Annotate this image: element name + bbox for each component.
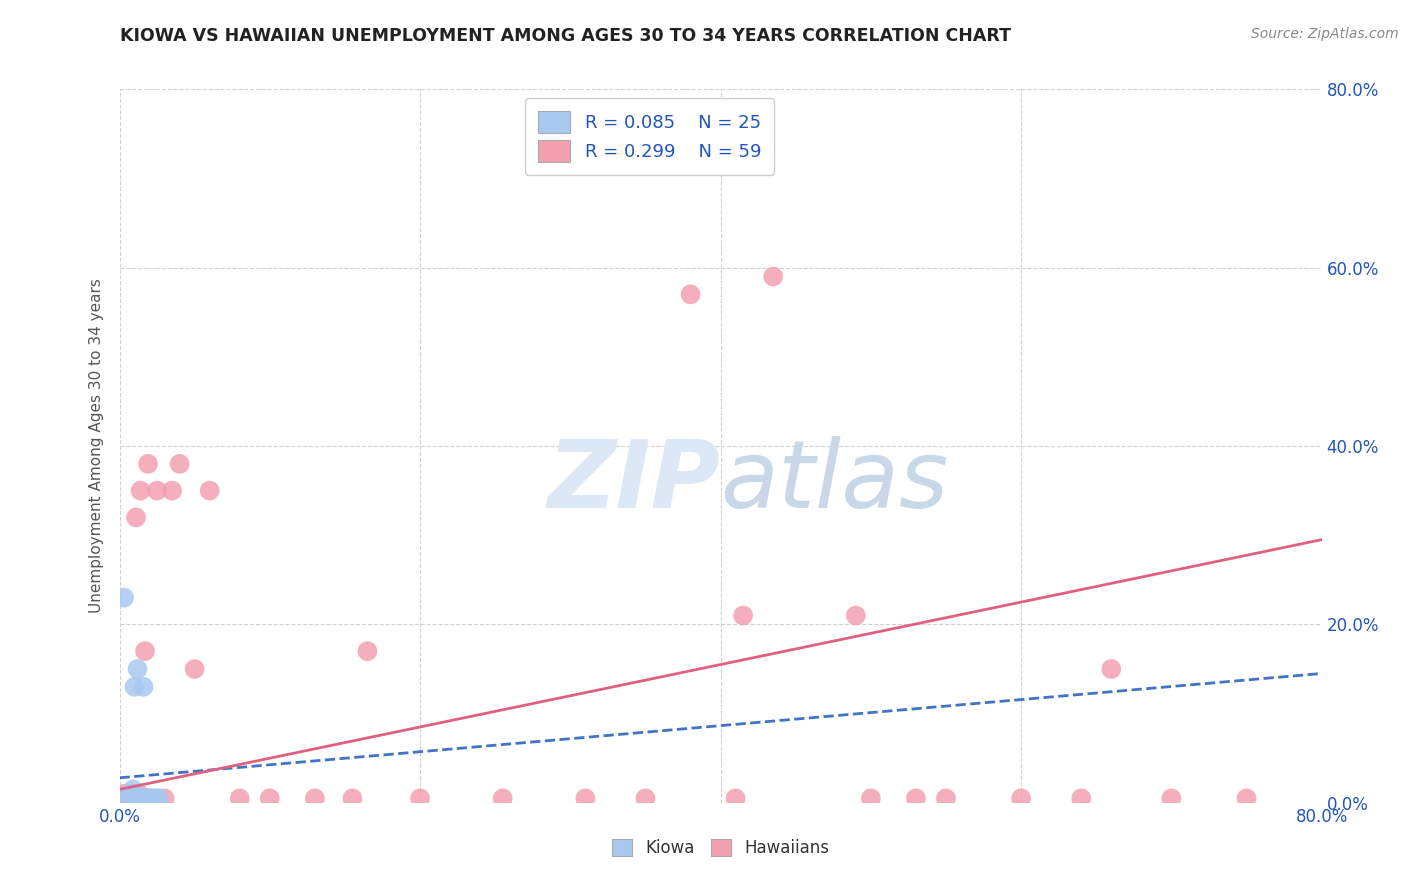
Point xyxy=(127,791,149,805)
Point xyxy=(124,787,146,801)
Point xyxy=(122,791,145,805)
Point xyxy=(142,791,165,805)
Point xyxy=(121,787,143,801)
Point xyxy=(132,680,155,694)
Point xyxy=(304,791,326,805)
Point xyxy=(128,791,150,805)
Text: atlas: atlas xyxy=(720,436,949,527)
Point xyxy=(148,791,170,805)
Point xyxy=(1010,791,1032,805)
Point xyxy=(160,483,183,498)
Point xyxy=(128,791,150,805)
Point xyxy=(124,791,146,805)
Point xyxy=(1236,791,1258,805)
Y-axis label: Unemployment Among Ages 30 to 34 years: Unemployment Among Ages 30 to 34 years xyxy=(89,278,104,614)
Point xyxy=(127,662,149,676)
Point xyxy=(198,483,221,498)
Point xyxy=(228,791,252,805)
Point xyxy=(146,483,169,498)
Point xyxy=(134,644,156,658)
Point xyxy=(118,787,141,801)
Point xyxy=(112,791,135,805)
Point xyxy=(118,791,141,805)
Point xyxy=(136,457,159,471)
Point xyxy=(138,791,160,805)
Point xyxy=(145,791,167,805)
Point xyxy=(762,269,785,284)
Point xyxy=(117,791,139,805)
Legend: Kiowa, Hawaiians: Kiowa, Hawaiians xyxy=(603,831,838,866)
Point xyxy=(112,791,135,805)
Point xyxy=(733,608,755,623)
Point xyxy=(138,791,160,805)
Point xyxy=(183,662,205,676)
Point xyxy=(169,457,191,471)
Point xyxy=(124,791,146,805)
Point xyxy=(132,791,155,805)
Point xyxy=(117,791,139,805)
Point xyxy=(115,791,138,805)
Point xyxy=(135,791,157,805)
Point xyxy=(1070,791,1092,805)
Point xyxy=(114,791,136,805)
Point xyxy=(1099,662,1122,676)
Point xyxy=(634,791,657,805)
Text: KIOWA VS HAWAIIAN UNEMPLOYMENT AMONG AGES 30 TO 34 YEARS CORRELATION CHART: KIOWA VS HAWAIIAN UNEMPLOYMENT AMONG AGE… xyxy=(120,27,1011,45)
Point xyxy=(135,791,157,805)
Point xyxy=(112,591,135,605)
Point xyxy=(134,791,156,805)
Point xyxy=(935,791,957,805)
Point xyxy=(845,608,868,623)
Point xyxy=(129,483,152,498)
Point xyxy=(112,787,135,801)
Point xyxy=(904,791,927,805)
Point xyxy=(859,791,882,805)
Point xyxy=(356,644,378,658)
Point xyxy=(125,510,148,524)
Point xyxy=(131,791,153,805)
Point xyxy=(1160,791,1182,805)
Point xyxy=(118,791,141,805)
Point xyxy=(153,791,176,805)
Point xyxy=(122,791,145,805)
Point xyxy=(124,791,146,805)
Point xyxy=(118,791,141,805)
Point xyxy=(342,791,364,805)
Point xyxy=(131,791,153,805)
Point xyxy=(128,791,150,805)
Point xyxy=(127,791,149,805)
Point xyxy=(122,791,145,805)
Point xyxy=(117,791,139,805)
Point xyxy=(125,791,148,805)
Point xyxy=(409,791,432,805)
Point xyxy=(259,791,281,805)
Point xyxy=(125,791,148,805)
Point xyxy=(115,791,138,805)
Point xyxy=(114,791,136,805)
Point xyxy=(128,787,150,801)
Point xyxy=(129,791,152,805)
Point xyxy=(724,791,747,805)
Point xyxy=(115,787,138,801)
Point xyxy=(121,791,143,805)
Point xyxy=(127,791,149,805)
Point xyxy=(121,791,143,805)
Point xyxy=(122,782,145,797)
Text: Source: ZipAtlas.com: Source: ZipAtlas.com xyxy=(1251,27,1399,41)
Point xyxy=(679,287,702,301)
Text: ZIP: ZIP xyxy=(548,435,720,528)
Point xyxy=(574,791,596,805)
Point xyxy=(124,680,146,694)
Point xyxy=(122,787,145,801)
Point xyxy=(492,791,515,805)
